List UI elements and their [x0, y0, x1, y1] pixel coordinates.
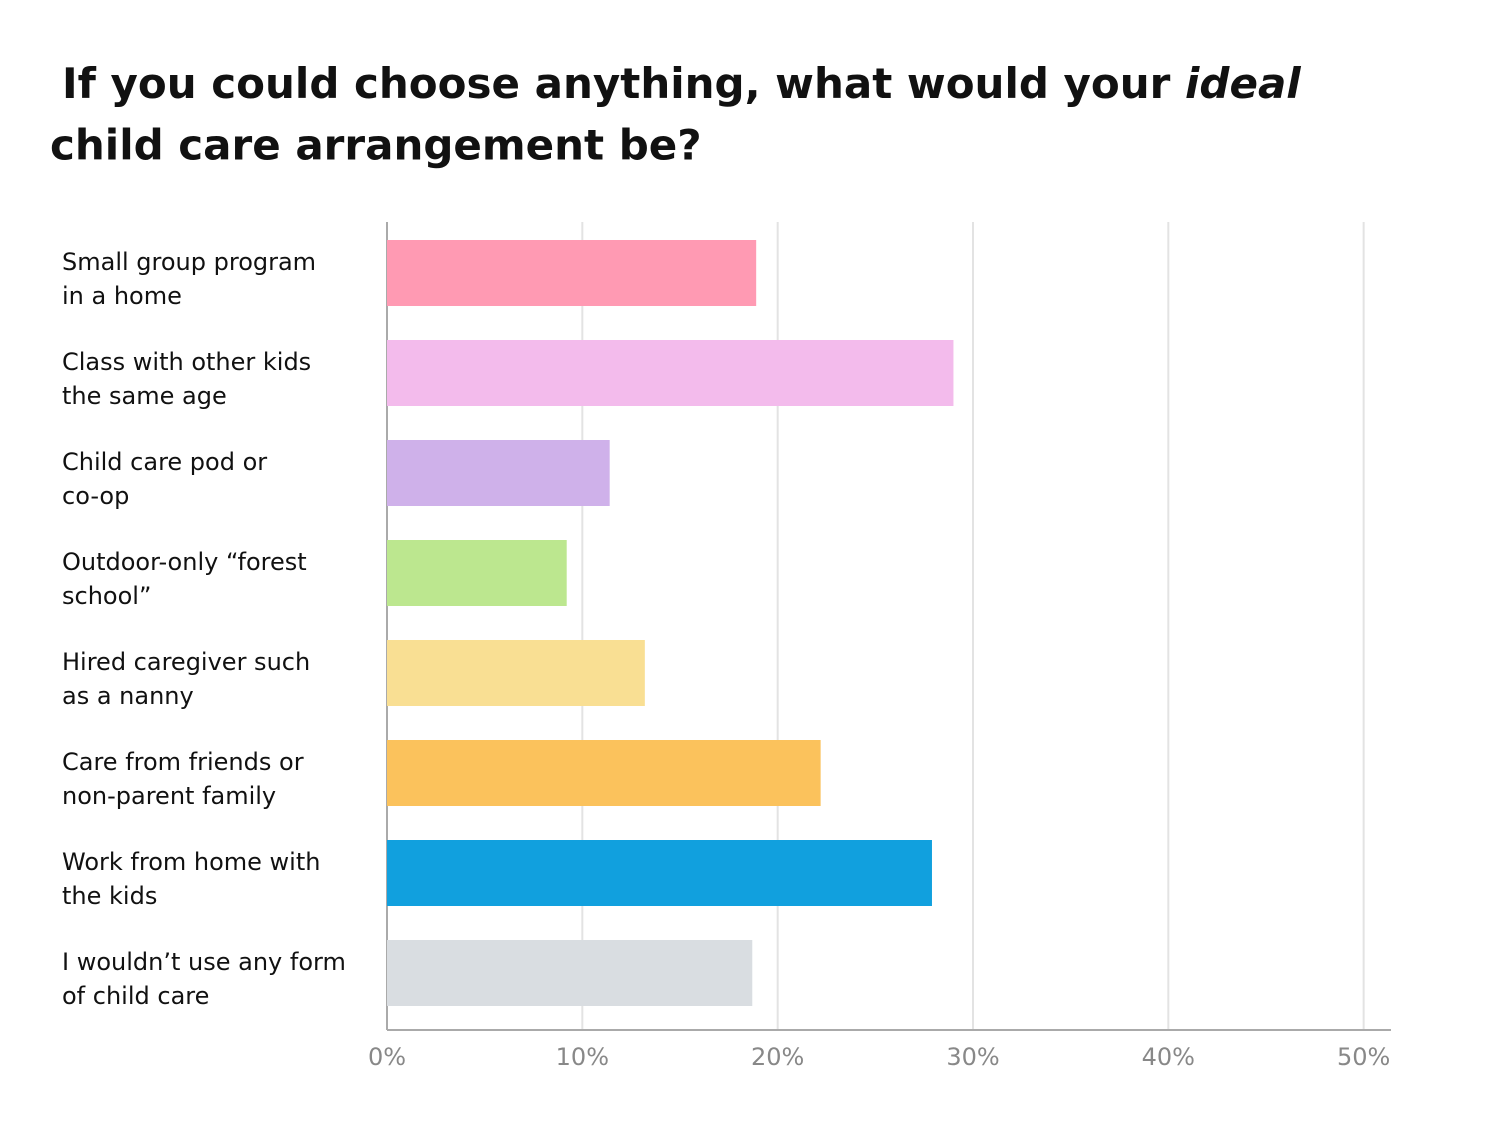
y-tick-label: the same age [62, 382, 227, 410]
bar [387, 440, 610, 506]
y-tick-label: co-op [62, 482, 129, 510]
y-tick-label: Hired caregiver such [62, 648, 310, 676]
x-tick-label: 50% [1337, 1043, 1390, 1071]
y-tick-label: Care from friends or [62, 748, 304, 776]
bar [387, 240, 757, 306]
x-tick-label: 30% [946, 1043, 999, 1071]
bar [387, 940, 753, 1006]
y-tick-label: as a nanny [62, 682, 194, 710]
y-tick-label: of child care [62, 982, 209, 1010]
y-tick-label: the kids [62, 882, 157, 910]
chart-title: If you could choose anything, what would… [62, 59, 1301, 108]
bar [387, 640, 645, 706]
bar [387, 540, 567, 606]
bar [387, 740, 821, 806]
title-part: If you could choose anything, what would… [62, 59, 1185, 108]
x-tick-label: 10% [556, 1043, 609, 1071]
title-part: ideal [1185, 59, 1301, 108]
y-tick-label: Class with other kids [62, 348, 311, 376]
y-tick-label: Child care pod or [62, 448, 267, 476]
y-tick-label: I wouldn’t use any form [62, 948, 346, 976]
y-tick-label: Small group program [62, 248, 316, 276]
bar [387, 840, 932, 906]
chart-title: child care arrangement be? [50, 121, 702, 170]
bar [387, 340, 954, 406]
y-tick-label: in a home [62, 282, 182, 310]
y-tick-label: school” [62, 582, 151, 610]
y-tick-label: Work from home with [62, 848, 320, 876]
y-tick-label: non-parent family [62, 782, 276, 810]
y-tick-label: Outdoor-only “forest [62, 548, 307, 576]
x-tick-label: 40% [1142, 1043, 1195, 1071]
x-tick-label: 0% [368, 1043, 406, 1071]
x-tick-label: 20% [751, 1043, 804, 1071]
